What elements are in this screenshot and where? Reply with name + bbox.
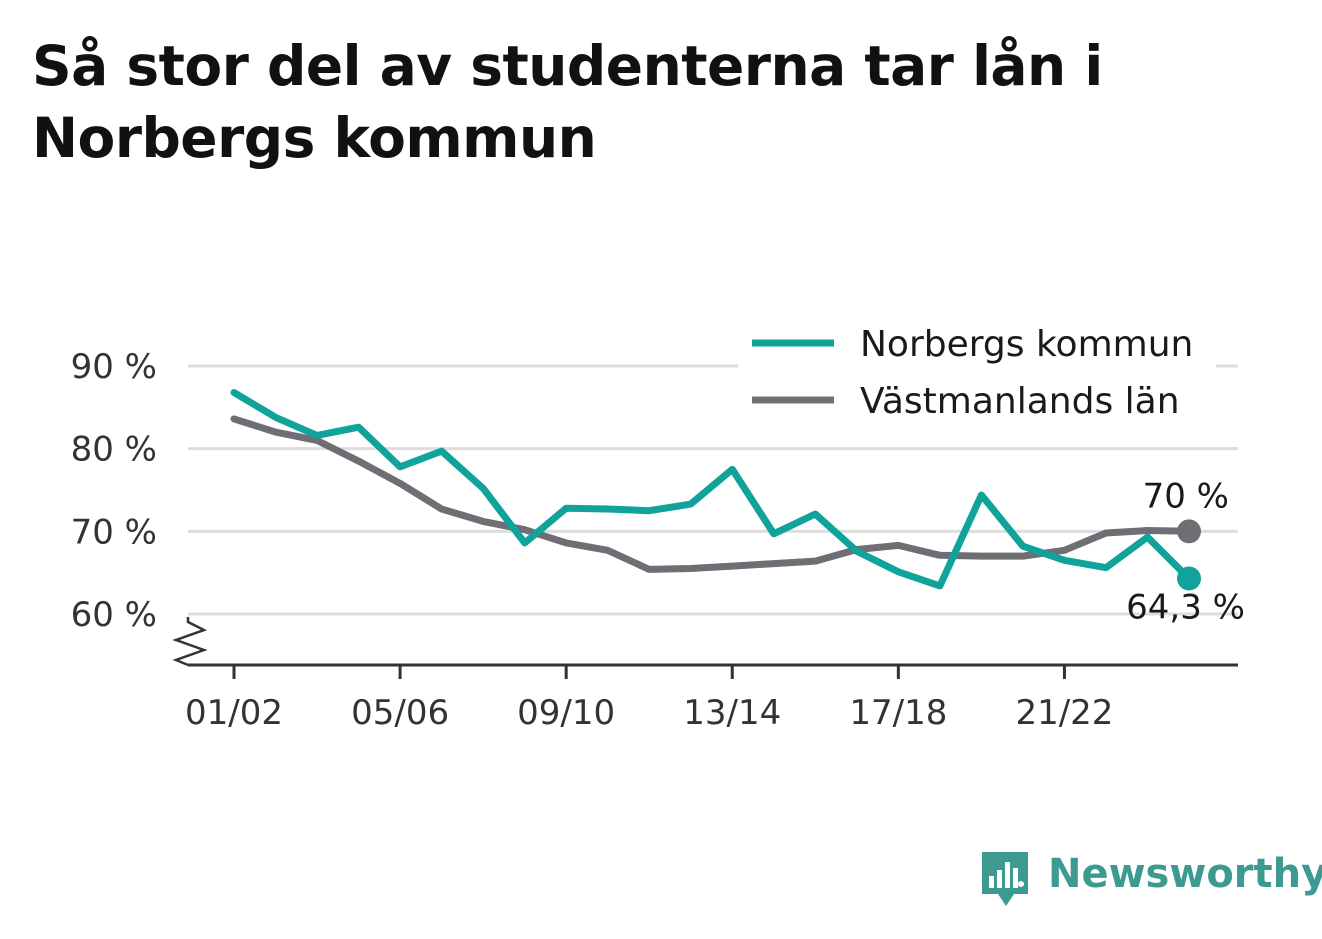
x-tick-label: 21/22 (1015, 693, 1113, 733)
brand-name: Newsworthy (1048, 851, 1322, 897)
x-tick-label: 13/14 (683, 693, 781, 733)
x-tick-label: 05/06 (351, 693, 449, 733)
x-axis (172, 617, 1238, 667)
series-line-vastmanlands-lan (230, 415, 1193, 573)
legend-label-norberg: Norbergs kommun (860, 324, 1193, 365)
legend: Norbergs kommun Västmanlands län (738, 320, 1216, 428)
x-tick-label: 17/18 (849, 693, 947, 733)
x-tick-label: 09/10 (517, 693, 615, 733)
y-tick-label: 90 % (71, 347, 157, 387)
bar-chart-bubble-icon (982, 852, 1028, 906)
y-axis-tick-labels: 60 % 70 % 80 % 90 % (71, 347, 157, 635)
series-lines (230, 389, 1193, 590)
y-tick-label: 70 % (71, 512, 157, 552)
legend-label-vastmanland: Västmanlands län (860, 381, 1180, 422)
y-tick-label: 60 % (71, 595, 157, 635)
end-value-label: 64,3 % (1126, 587, 1245, 627)
series-end-markers: 70 % 64,3 % (1126, 476, 1245, 627)
chart-title: Så stor del av studenterna tar lån i Nor… (32, 34, 1103, 170)
end-point-marker (1177, 519, 1201, 544)
end-point-marker (1177, 566, 1201, 591)
axis-break-icon (172, 617, 208, 667)
newsworthy-logo: Newsworthy (980, 850, 1322, 910)
y-tick-label: 80 % (71, 430, 157, 470)
end-value-label: 70 % (1143, 476, 1229, 516)
x-axis-ticks: 01/02 05/06 09/10 13/14 17/18 21/22 (185, 665, 1113, 733)
x-tick-label: 01/02 (185, 693, 283, 733)
series-line-norbergs-kommun (230, 389, 1193, 590)
